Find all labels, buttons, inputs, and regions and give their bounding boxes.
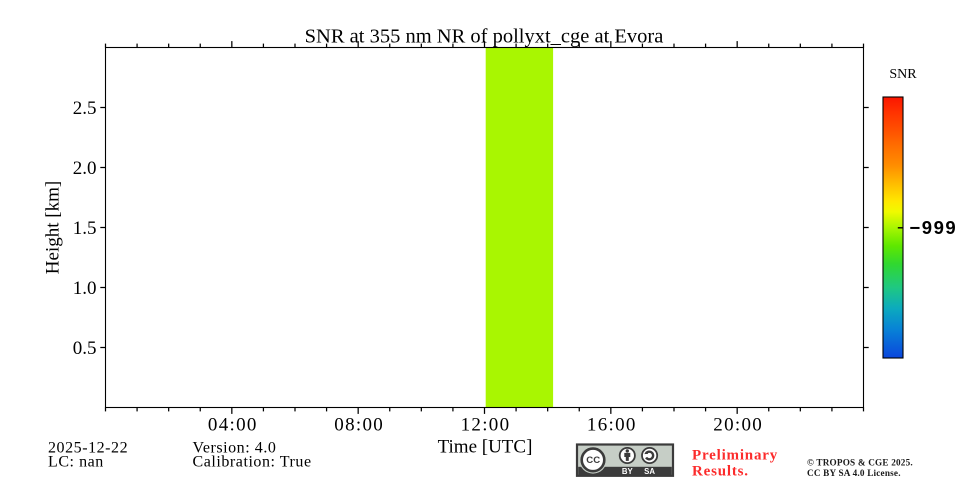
svg-text:2025-12-22: 2025-12-22 [48, 440, 128, 457]
svg-text:2.5: 2.5 [73, 98, 97, 119]
svg-text:Version: 4.0: Version: 4.0 [193, 440, 277, 457]
svg-text:Calibration: True: Calibration: True [193, 453, 312, 470]
svg-text:SA: SA [644, 467, 655, 476]
svg-text:CC BY SA 4.0 License.: CC BY SA 4.0 License. [807, 468, 901, 478]
svg-text:1.0: 1.0 [73, 278, 97, 299]
svg-text:−999: −999 [910, 217, 958, 238]
svg-text:0.5: 0.5 [73, 338, 97, 359]
svg-text:20:00: 20:00 [713, 415, 763, 436]
svg-text:Preliminary: Preliminary [692, 448, 778, 464]
svg-text:CC: CC [586, 455, 600, 466]
svg-text:Time [UTC]: Time [UTC] [438, 436, 533, 457]
svg-text:Height [km]: Height [km] [43, 181, 64, 274]
svg-text:Results.: Results. [692, 464, 749, 480]
svg-text:SNR: SNR [889, 67, 917, 82]
svg-text:12:00: 12:00 [461, 415, 511, 436]
svg-text:08:00: 08:00 [334, 415, 384, 436]
svg-text:LC: nan: LC: nan [48, 453, 104, 470]
svg-text:16:00: 16:00 [587, 415, 637, 436]
svg-text:SNR at 355 nm NR of pollyxt_cg: SNR at 355 nm NR of pollyxt_cge at Evora [305, 26, 664, 48]
svg-text:2.0: 2.0 [73, 158, 97, 179]
svg-text:© TROPOS & CGE 2025.: © TROPOS & CGE 2025. [807, 457, 913, 467]
svg-text:04:00: 04:00 [208, 415, 258, 436]
svg-text:1.5: 1.5 [73, 218, 97, 239]
svg-text:BY: BY [622, 467, 634, 476]
